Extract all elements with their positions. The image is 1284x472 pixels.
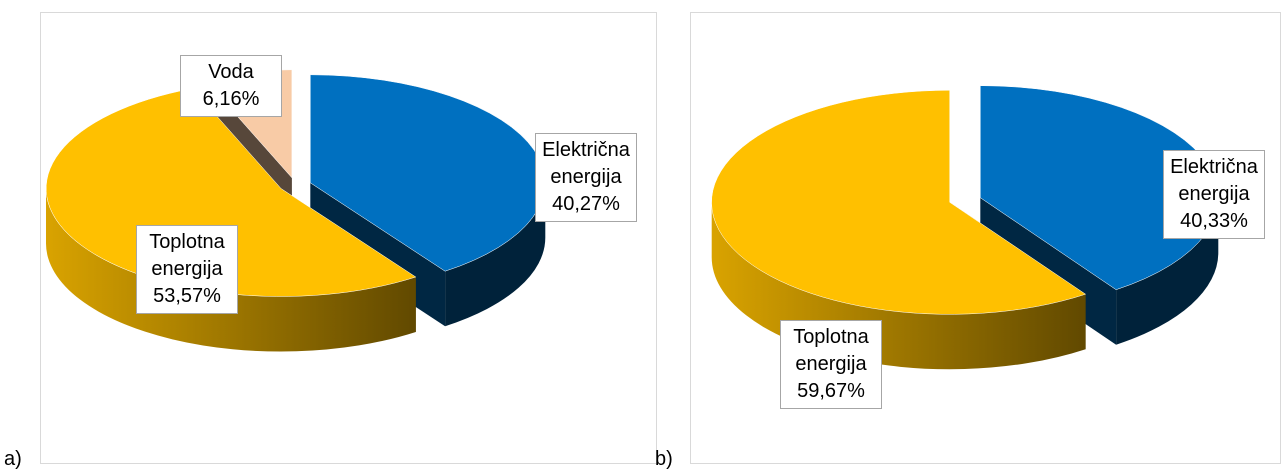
data-label: Toplotna energija 59,67% [780,320,882,409]
panel-label: a) [4,448,22,470]
data-label: Električna energija 40,27% [535,133,637,222]
label-value: 53,57% [153,285,221,307]
label-value: 40,27% [552,193,620,215]
slice-side [1116,197,1219,345]
slice [310,74,546,272]
pie [711,85,1219,370]
slice [711,90,1087,315]
slice-side [445,182,546,327]
label-category: Voda [208,61,254,83]
pie [45,69,546,352]
data-label: Toplotna energija 53,57% [136,225,238,314]
panel-label: b) [655,448,673,470]
data-label: Voda 6,16% [180,55,282,117]
data-label: Električna energija 40,33% [1163,150,1265,239]
label-category: Toplotna energija [793,326,869,375]
chart-frame [40,12,657,464]
label-value: 40,33% [1180,210,1248,232]
label-category: Električna energija [542,139,630,188]
chart-frame [690,12,1281,464]
label-value: 59,67% [797,380,865,402]
label-category: Toplotna energija [149,231,225,280]
label-value: 6,16% [202,88,260,110]
label-category: Električna energija [1170,156,1258,205]
